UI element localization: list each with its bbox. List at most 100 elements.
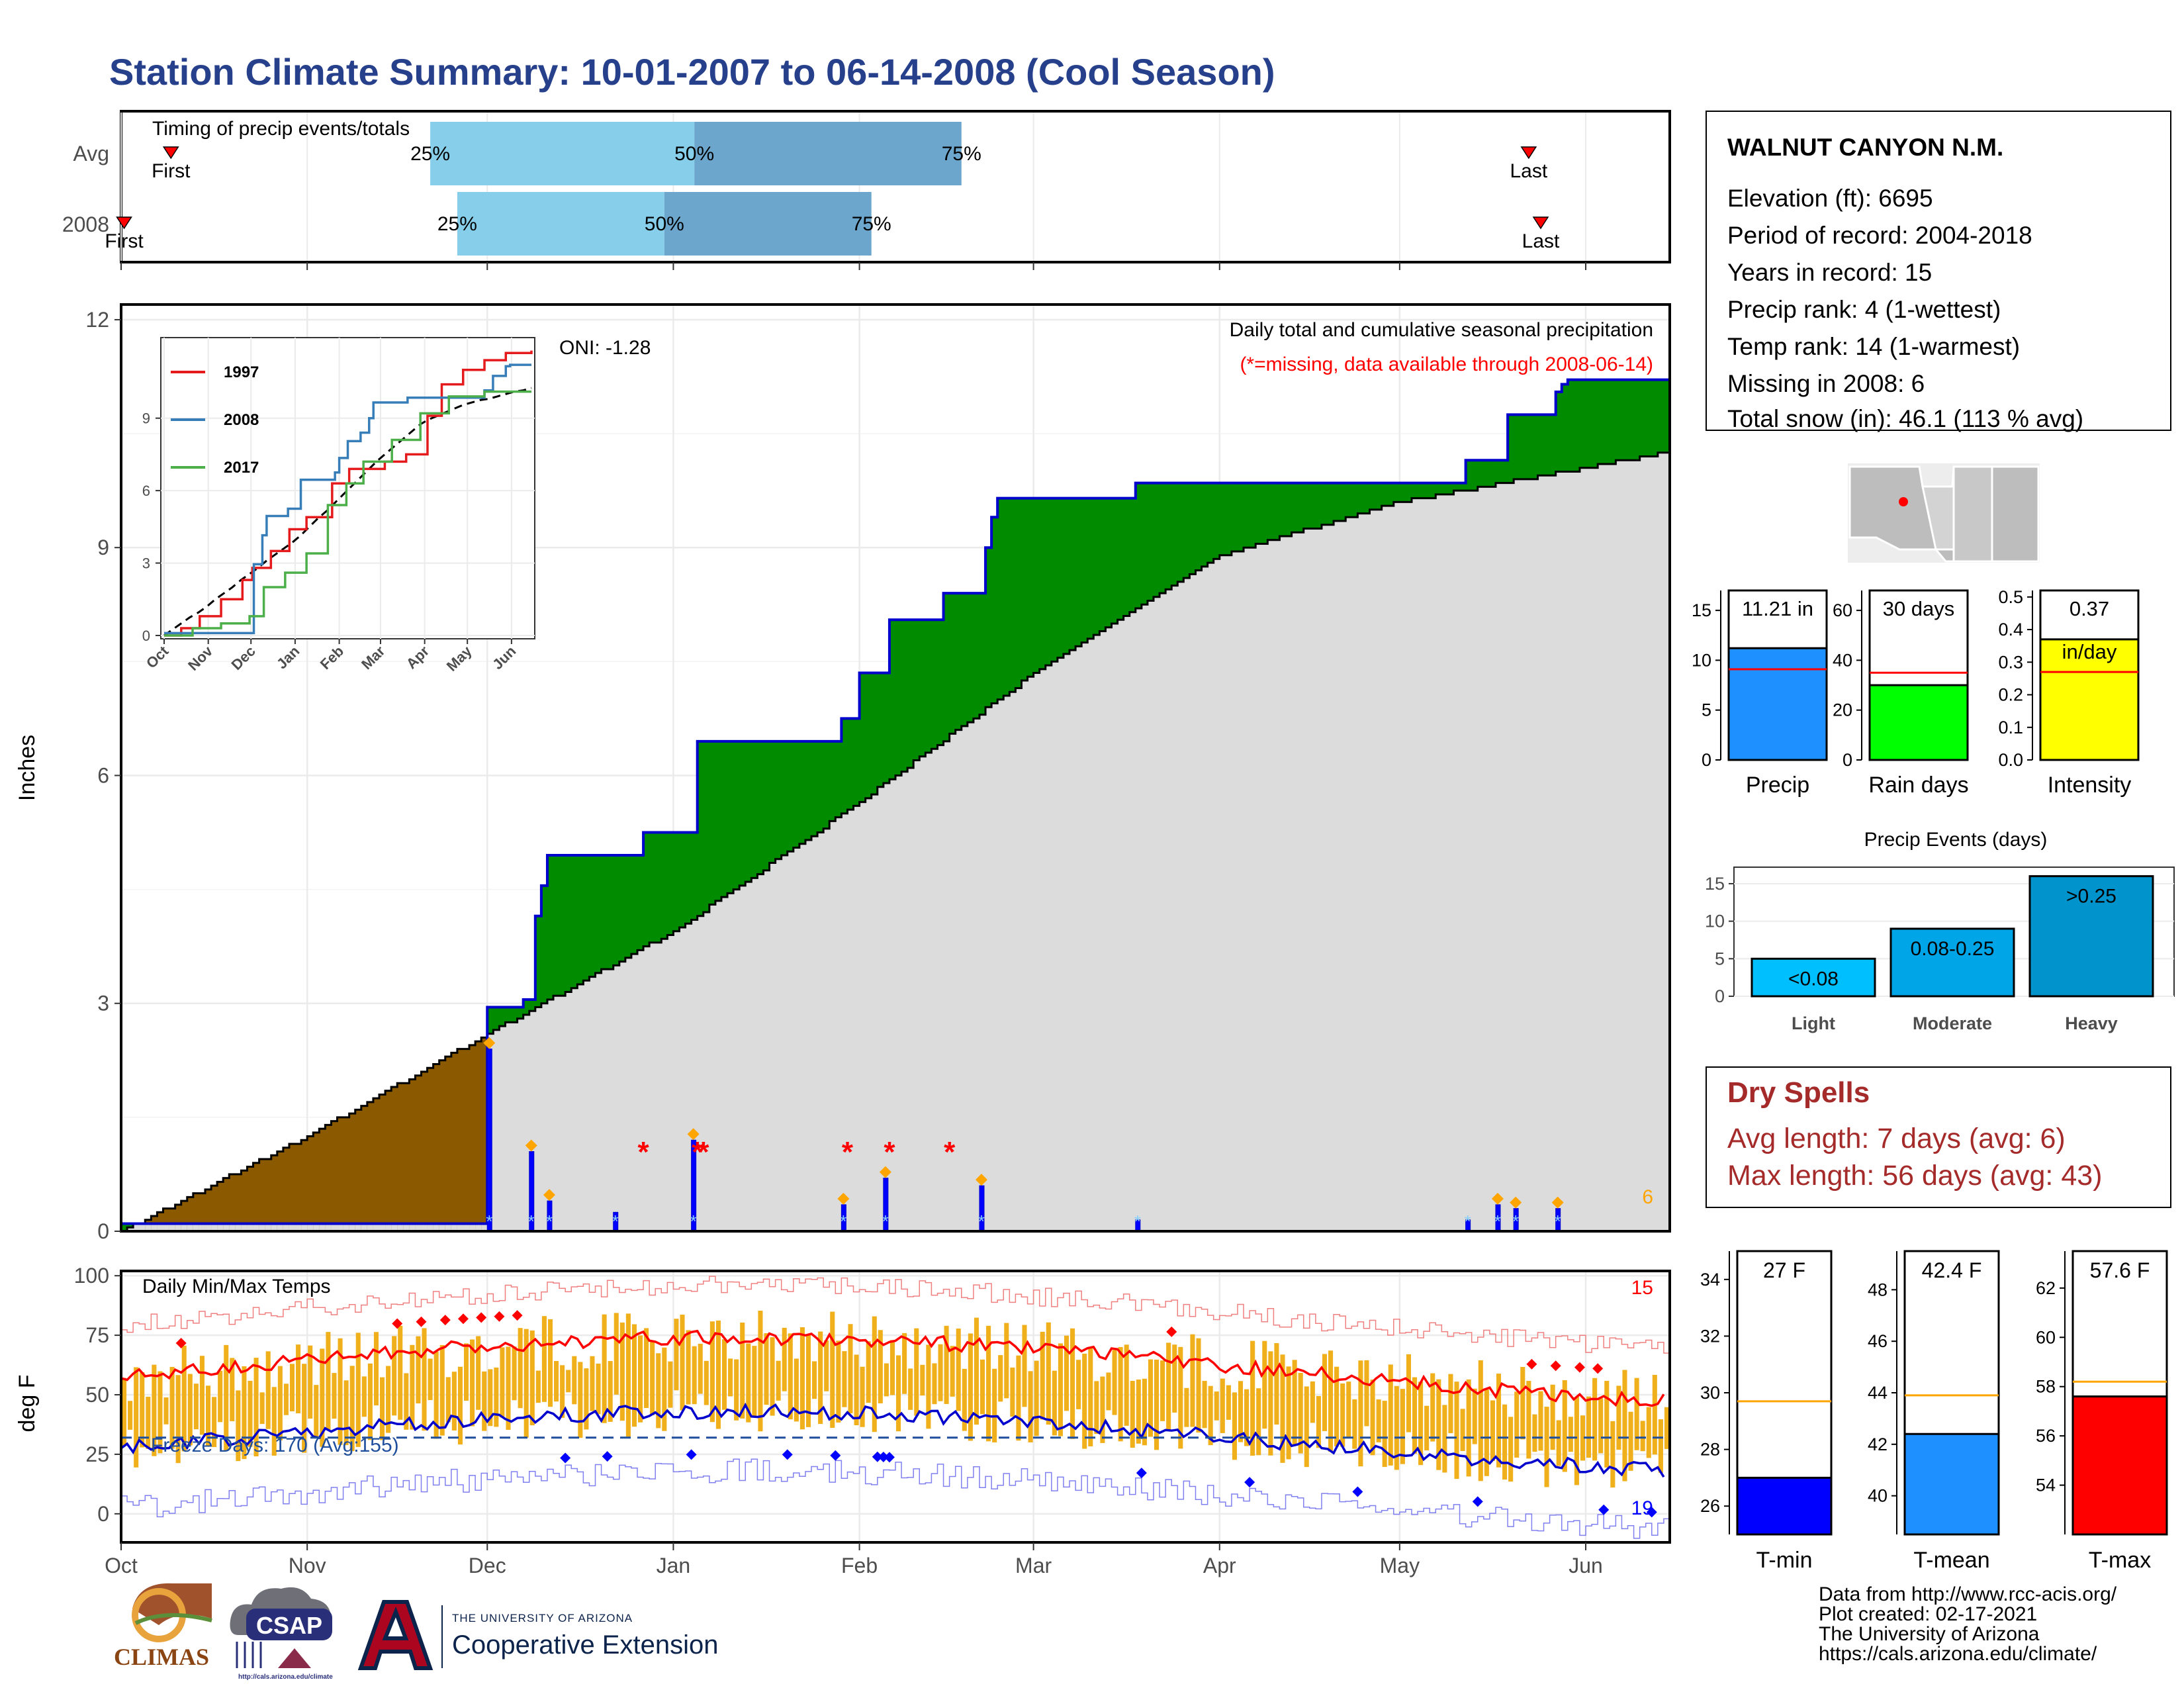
temp-day-bar-186 <box>1238 1381 1244 1442</box>
surplus-area-day-131 <box>907 620 914 768</box>
current-area-day-25 <box>271 1223 278 1231</box>
normal-area-day-24 <box>265 1158 272 1231</box>
temp-day-bar-172 <box>1154 1359 1160 1450</box>
temp-day-bar-201 <box>1328 1350 1334 1452</box>
temp-day-bar-223 <box>1460 1409 1465 1452</box>
temp-panel: 0 25 50 75 100 deg F Daily Min/Max Temps Fre… <box>15 262 1671 1577</box>
normal-area-day-236 <box>1537 475 1545 1231</box>
footer-university: The University of Arizona <box>1819 1623 2040 1645</box>
summary-bar-label-1: Rain days <box>1868 773 1968 798</box>
temp-ytick-label-4: 100 <box>74 1264 109 1288</box>
surplus-area-day-206 <box>1357 483 1365 514</box>
temp-y-axis-label: deg F <box>15 1375 40 1432</box>
normal-area-day-79 <box>595 972 602 1231</box>
events-bar-0 <box>1751 957 1876 998</box>
temp-day-bar-221 <box>1448 1374 1453 1434</box>
surplus-area-day-167 <box>1123 498 1130 616</box>
temp-day-bar-16 <box>218 1370 223 1423</box>
surplus-area-day-227 <box>1483 460 1490 487</box>
climas-logo[interactable]: CLIMAS <box>114 1583 212 1670</box>
temp-day-bar-212 <box>1394 1385 1399 1470</box>
temp-day-bar-235 <box>1532 1414 1537 1452</box>
surplus-area-day-182 <box>1213 483 1220 559</box>
temp-day-bar-126 <box>878 1330 883 1403</box>
record-low-marker-5 <box>872 1451 883 1462</box>
current-area-day-31 <box>307 1223 314 1231</box>
current-area-day-5 <box>151 1223 158 1231</box>
surplus-area-day-97 <box>703 741 710 913</box>
surplus-area-day-69 <box>535 915 542 1008</box>
surplus-area-day-177 <box>1183 483 1191 579</box>
normal-area-day-184 <box>1225 555 1232 1231</box>
temp-day-bar-121 <box>848 1324 853 1414</box>
tempbar-bar-1 <box>1903 1432 2000 1536</box>
locator-map <box>1848 463 2040 563</box>
temp-caption: Daily Min/Max Temps <box>142 1276 331 1297</box>
current-area-day-26 <box>277 1223 284 1231</box>
csap-logo[interactable]: CSAP http://cals.arizona.edu/climate <box>230 1587 334 1681</box>
summary-value-label-1: 30 days <box>1883 597 1955 620</box>
temp-day-bar-134 <box>926 1344 931 1429</box>
surplus-area-day-248 <box>1610 379 1616 464</box>
temp-day-bar-98 <box>709 1321 715 1423</box>
surplus-area-day-78 <box>589 855 596 977</box>
temp-day-bar-211 <box>1388 1364 1393 1466</box>
normal-area-day-88 <box>649 942 656 1231</box>
normal-area-day-222 <box>1453 491 1461 1231</box>
normal-area-day-204 <box>1345 517 1352 1231</box>
university-of-arizona-logo[interactable]: THE UNIVERSITY OF ARIZONA Cooperative Ex… <box>357 1600 718 1670</box>
temp-day-bar-183 <box>1220 1378 1225 1433</box>
current-area-day-41 <box>367 1223 374 1231</box>
normal-area-day-77 <box>583 980 590 1231</box>
current-area-day-19 <box>235 1223 242 1231</box>
events-tick-label-2: 10 <box>1705 912 1725 931</box>
surplus-area-day-110 <box>781 741 788 855</box>
normal-area-day-194 <box>1285 536 1293 1231</box>
normal-area-day-251 <box>1627 460 1635 1231</box>
surplus-area-day-171 <box>1147 483 1154 601</box>
inset-legend-label-0: 1997 <box>224 363 259 381</box>
temp-day-bar-132 <box>914 1328 919 1416</box>
tempbar-bar-2 <box>2071 1395 2168 1536</box>
temp-day-bar-79 <box>596 1363 601 1415</box>
temp-day-bar-82 <box>614 1313 619 1395</box>
month-label-6: Apr <box>1203 1554 1236 1577</box>
record-low-marker-12 <box>1598 1504 1610 1515</box>
surplus-area-day-120 <box>841 718 848 814</box>
current-area-day-54 <box>445 1223 452 1231</box>
surplus-area-day-136 <box>937 620 944 745</box>
temp-day-bar-6 <box>158 1371 163 1454</box>
surplus-area-day-196 <box>1297 483 1304 533</box>
temp-day-bar-118 <box>830 1311 835 1429</box>
record-high-marker-11 <box>1574 1362 1585 1373</box>
snow-marker-12 <box>1551 1196 1564 1209</box>
normal-area-day-84 <box>625 957 632 1231</box>
temp-day-bar-80 <box>602 1314 607 1423</box>
temp-day-bar-162 <box>1094 1381 1099 1434</box>
normal-area-day-42 <box>373 1098 380 1231</box>
temp-day-bar-229 <box>1496 1374 1502 1468</box>
normal-area-day-135 <box>931 749 938 1231</box>
surplus-area-day-251 <box>1627 379 1635 461</box>
normal-area-day-171 <box>1147 600 1154 1231</box>
normal-area-day-223 <box>1459 491 1467 1231</box>
temp-day-bar-123 <box>860 1366 865 1427</box>
temperature-summary-bars: 26 28 30 32 34 27 F T-min 40 42 44 46 48 42.4 F T-mea… <box>1700 1250 2168 1573</box>
temp-day-bar-36 <box>338 1338 343 1445</box>
normal-area-day-165 <box>1111 623 1118 1231</box>
temp-day-bar-5 <box>152 1364 157 1456</box>
record-high-line <box>121 1276 1670 1356</box>
temp-day-bar-114 <box>805 1334 811 1427</box>
summary-bar-1 <box>1868 684 1969 761</box>
normal-area-day-161 <box>1087 638 1094 1231</box>
normal-area-day-13 <box>199 1193 206 1231</box>
surplus-area-day-127 <box>883 673 890 783</box>
surplus-area-day-195 <box>1291 483 1298 533</box>
surplus-area-day-145 <box>991 517 998 704</box>
snow-marker-1 <box>525 1139 537 1152</box>
temp-day-bar-167 <box>1124 1344 1129 1426</box>
record-high-count: 15 <box>1631 1277 1653 1299</box>
daily-snow-glyph-11: * <box>1512 1211 1519 1231</box>
temp-day-bar-103 <box>740 1322 745 1419</box>
